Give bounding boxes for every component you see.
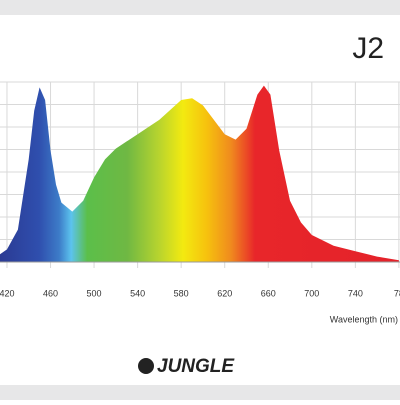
- x-tick-label: 660: [261, 288, 276, 298]
- x-tick-label: 540: [130, 288, 145, 298]
- plot: 420 460 500 540 580 620 660 700 740 78: [0, 81, 400, 298]
- x-tick-label: 740: [348, 288, 363, 298]
- x-tick-label: 580: [174, 288, 189, 298]
- logo-icon: [138, 358, 154, 374]
- chart-title: J2: [352, 32, 384, 65]
- logo: JUNGLE: [157, 356, 235, 377]
- x-tick-label: 500: [87, 288, 102, 298]
- x-tick-label: 700: [304, 288, 319, 298]
- spectrum-area: [0, 85, 399, 262]
- x-tick-label: 78: [394, 288, 400, 298]
- x-tick-label: 460: [43, 288, 58, 298]
- x-tick-label: 620: [217, 288, 232, 298]
- x-tick-label: 420: [0, 288, 14, 298]
- x-axis-label: Wavelength (nm): [330, 314, 398, 324]
